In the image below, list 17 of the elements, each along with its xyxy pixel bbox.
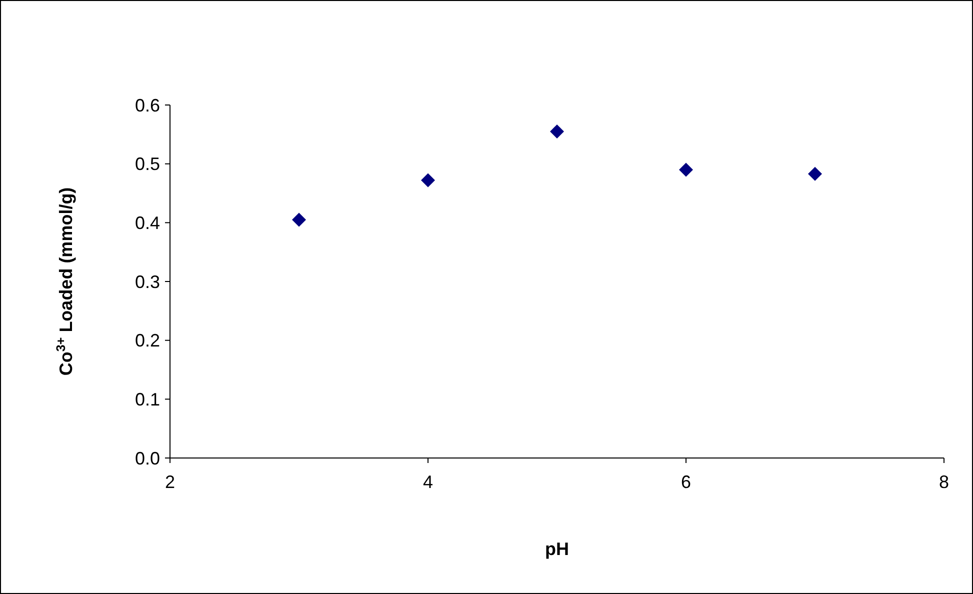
x-tick-label: 8 bbox=[938, 472, 950, 492]
x-tick-label: 4 bbox=[422, 472, 434, 492]
x-axis-title: pH bbox=[545, 539, 569, 559]
y-tick-label: 0.2 bbox=[134, 330, 160, 351]
y-tick-label: 0.0 bbox=[134, 448, 160, 468]
point bbox=[550, 124, 564, 138]
y-tick-label: 0.1 bbox=[134, 389, 160, 410]
y-tick-label: 0.4 bbox=[134, 212, 160, 233]
y-tick-label: 0.3 bbox=[134, 272, 160, 292]
point bbox=[421, 173, 435, 188]
x-tick-label: 6 bbox=[680, 472, 692, 492]
point bbox=[808, 166, 822, 181]
x-tick-label: 2 bbox=[164, 472, 176, 492]
y-tick-label: 0.6 bbox=[134, 95, 160, 116]
point bbox=[292, 212, 306, 227]
point bbox=[679, 162, 693, 177]
y-tick-label: 0.5 bbox=[134, 154, 160, 174]
